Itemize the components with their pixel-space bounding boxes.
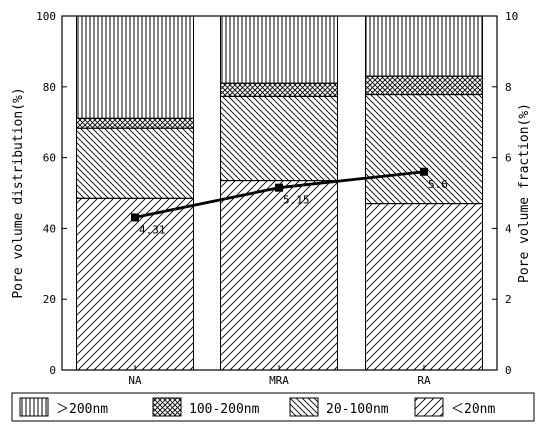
y-axis-title: Pore volume distribution(%) (11, 87, 26, 298)
fraction-data-label-na: 4.31 (139, 223, 166, 236)
y2-axis-title: Pore volume fraction(%) (517, 103, 532, 283)
bar-segment-ra-200nm (365, 15, 483, 77)
fraction-point-ra (420, 167, 428, 176)
legend-label: 20-100nm (326, 402, 389, 417)
y-tick-label: 0 (49, 364, 56, 377)
fraction-point-na (131, 213, 139, 222)
bar-segment-mra-200nm (220, 15, 338, 84)
x-tick-label-mra: MRA (269, 374, 289, 387)
bar-segment-na-100200nm (76, 117, 194, 129)
y-tick-label: 80 (43, 81, 56, 94)
legend: ＞200nm 100-200nm 20-100nm ＜20nm (11, 392, 535, 422)
y2-tick-label: 2 (505, 293, 512, 306)
legend-label: 100-200nm (189, 402, 260, 417)
bar-segment-ra-20100nm (365, 94, 483, 205)
legend-swatch-200nm (19, 397, 49, 417)
fraction-line: 4.31 5.15 5.6 (131, 167, 448, 236)
legend-box (11, 392, 535, 422)
y2-tick-label: 10 (505, 10, 518, 23)
bar-segment-ra-100200nm (365, 75, 483, 96)
legend-swatch-100200nm (152, 397, 182, 417)
fraction-point-mra (275, 183, 283, 192)
x-tick-label-ra: RA (417, 374, 431, 387)
bar-segment-na-20100nm (76, 127, 194, 199)
axes-frame: 0 20 40 60 80 100 0 2 4 6 8 10 NA MRA RA (36, 10, 518, 387)
bar-segment-na-200nm (76, 15, 194, 119)
bar-segment-mra-20100nm (220, 95, 338, 182)
stacked-bars (76, 15, 483, 371)
legend-label: ＜20nm (451, 402, 495, 417)
bar-segment-mra-20nm (220, 180, 338, 371)
y2-tick-label: 4 (505, 222, 512, 235)
fraction-data-label-ra: 5.6 (428, 178, 448, 191)
bar-segment-mra-100200nm (220, 82, 338, 97)
legend-swatch-20100nm (289, 397, 319, 417)
bar-segment-ra-20nm (365, 203, 483, 371)
y2-tick-label: 8 (505, 81, 512, 94)
y-tick-label: 100 (36, 10, 56, 23)
y2-tick-label: 0 (505, 364, 512, 377)
x-tick-label-na: NA (128, 374, 142, 387)
bar-segment-na-20nm (76, 197, 194, 371)
y-tick-label: 40 (43, 222, 56, 235)
y-tick-label: 20 (43, 293, 56, 306)
fraction-data-label-mra: 5.15 (283, 194, 310, 207)
y2-tick-label: 6 (505, 152, 512, 165)
y-tick-label: 60 (43, 152, 56, 165)
legend-label: ＞200nm (56, 402, 108, 417)
legend-swatch-20nm (414, 397, 444, 417)
